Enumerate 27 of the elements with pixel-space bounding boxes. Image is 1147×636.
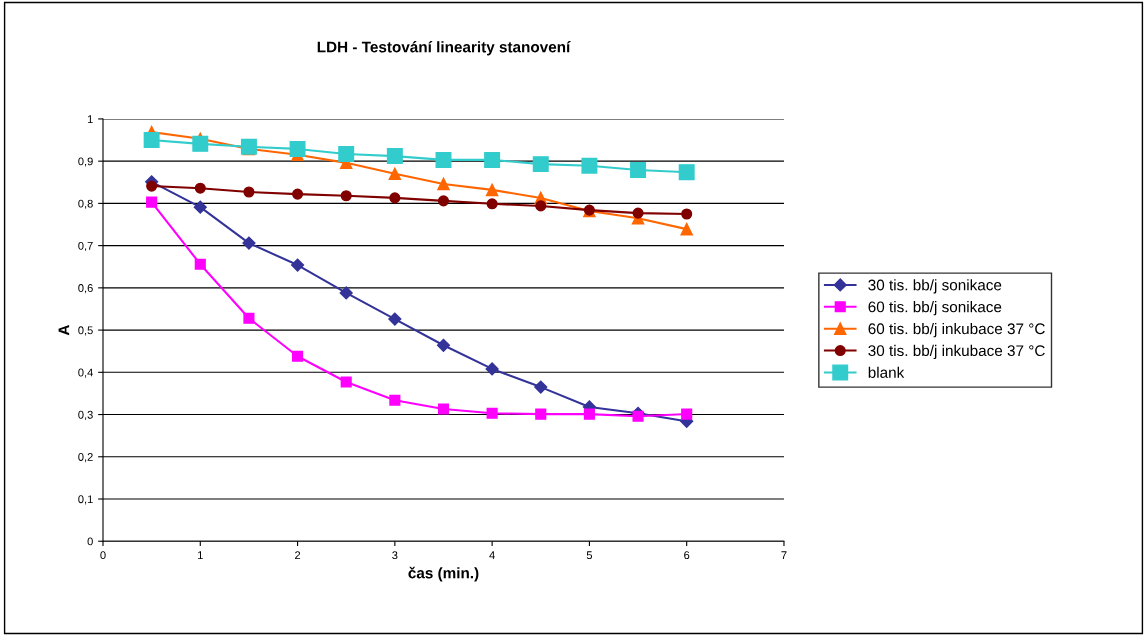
- x-tick-label: 4: [489, 551, 495, 560]
- chart-title: LDH - Testování linearity stanovení: [317, 41, 571, 56]
- y-tick-label: 0,9: [78, 157, 93, 167]
- y-tick-label: 1: [87, 115, 93, 123]
- x-tick-label: 7: [781, 551, 787, 560]
- y-tick-label: 0,1: [78, 495, 93, 505]
- y-tick-label: 0,2: [78, 453, 93, 463]
- y-tick-label: 0,3: [78, 410, 93, 420]
- y-tick-label: 0,7: [78, 241, 93, 252]
- y-tick-label: 0,8: [78, 199, 93, 209]
- x-tick-label: 0: [100, 551, 106, 560]
- legend-label: 60 tis. bb/j sonikace: [868, 301, 1002, 316]
- x-axis-title: čas (min.): [408, 566, 479, 582]
- x-tick-label: 2: [295, 551, 301, 560]
- legend-label: 30 tis. bb/j sonikace: [868, 279, 1002, 294]
- y-tick-label: 0: [87, 537, 93, 546]
- legend-label: 60 tis. bb/j inkubace 37 °C: [868, 322, 1045, 338]
- x-tick-label: 5: [586, 551, 593, 560]
- y-axis-title: A: [58, 324, 70, 336]
- x-tick-label: 3: [392, 551, 398, 560]
- legend-label: 30 tis. bb/j inkubace 37 °C: [868, 344, 1045, 360]
- x-tick-label: 6: [684, 551, 690, 560]
- y-tick-label: 0,6: [78, 284, 93, 294]
- legend-label: blank: [868, 366, 905, 378]
- y-tick-label: 0,5: [78, 326, 93, 336]
- y-tick-label: 0,4: [78, 368, 93, 378]
- x-tick-label: 1: [198, 551, 203, 560]
